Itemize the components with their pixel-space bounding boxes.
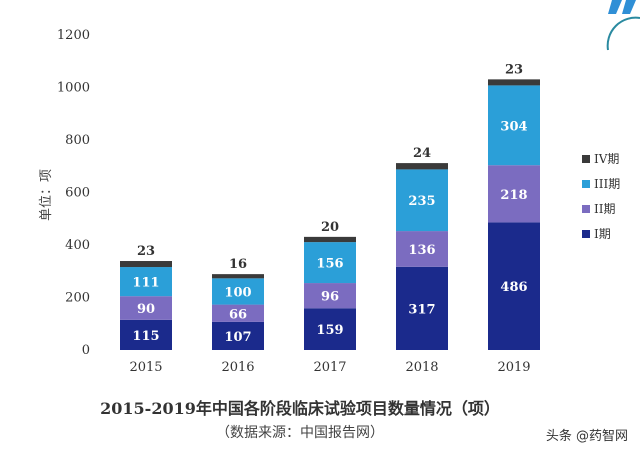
- bar-segment: [396, 231, 448, 267]
- watermark: 头条 @药智网: [546, 428, 628, 444]
- bar-segment: [488, 85, 540, 166]
- data-label: 16: [229, 257, 247, 272]
- data-label: 23: [505, 62, 523, 77]
- bar-segment: [304, 242, 356, 284]
- legend-swatch: [582, 155, 590, 163]
- legend-label: III期: [594, 177, 620, 191]
- bar-segment: [396, 169, 448, 232]
- x-axis: 2015 2016 2017 2018 2019: [129, 360, 530, 375]
- data-label: 136: [408, 243, 435, 258]
- x-tick-label: 2017: [313, 360, 346, 375]
- y-tick-label: 400: [65, 238, 90, 253]
- y-tick-label: 1200: [57, 28, 90, 43]
- y-tick-label: 600: [65, 186, 90, 201]
- corner-arc-icon: [606, 16, 640, 51]
- legend-swatch: [582, 205, 590, 213]
- bar-segment: [212, 274, 264, 279]
- x-tick-label: 2019: [497, 360, 530, 375]
- bar-segment: [488, 222, 540, 350]
- bar-segment: [212, 278, 264, 305]
- x-tick-label: 2016: [221, 360, 254, 375]
- bar-segment: [396, 266, 448, 350]
- y-tick-label: 800: [65, 133, 90, 148]
- chart-title: 2015-2019年中国各阶段临床试验项目数量情况（项）: [100, 399, 500, 418]
- y-tick-label: 1000: [57, 81, 90, 96]
- legend-label: I期: [594, 227, 611, 241]
- data-label: 66: [229, 307, 247, 322]
- data-label: 115: [132, 329, 159, 344]
- bars-group: 115 90 111 23 107 66 100 16 159 96 156 20 317 136 235 2…: [120, 62, 540, 350]
- bar-segment: [120, 261, 172, 268]
- y-axis: 0 200 400 600 800 1000 1200: [57, 28, 90, 358]
- legend-swatch: [582, 180, 590, 188]
- data-label: 23: [137, 244, 155, 259]
- data-label: 218: [500, 188, 527, 203]
- bar-segment: [120, 319, 172, 350]
- bar-segment: [212, 321, 264, 350]
- bar-segment: [304, 236, 356, 243]
- data-label: 90: [137, 302, 155, 317]
- legend-swatch: [582, 230, 590, 238]
- data-label: 107: [224, 330, 251, 345]
- x-tick-label: 2018: [405, 360, 438, 375]
- data-label: 159: [316, 323, 343, 338]
- data-label: 96: [321, 290, 339, 305]
- corner-decoration-icon: [608, 0, 636, 14]
- bar-segment: [396, 163, 448, 170]
- bar-segment: [120, 296, 172, 320]
- bar-segment: [120, 267, 172, 297]
- y-tick-label: 200: [65, 291, 90, 306]
- bar-segment: [488, 79, 540, 86]
- data-label: 304: [500, 119, 527, 134]
- data-label: 235: [408, 194, 435, 209]
- data-label: 100: [224, 285, 251, 300]
- data-label: 156: [316, 257, 343, 272]
- chart-subtitle: （数据来源：中国报告网）: [216, 425, 384, 441]
- y-tick-label: 0: [82, 343, 90, 358]
- x-tick-label: 2015: [129, 360, 162, 375]
- data-label: 317: [408, 302, 435, 317]
- bar-segment: [212, 304, 264, 322]
- data-label: 20: [321, 220, 339, 235]
- legend-label: IV期: [594, 152, 619, 166]
- data-label: 24: [413, 146, 431, 161]
- bar-segment: [488, 165, 540, 223]
- bar-segment: [304, 308, 356, 350]
- legend: IV期 III期 II期 I期: [582, 152, 620, 241]
- y-axis-label: 单位：项: [39, 169, 54, 221]
- legend-label: II期: [594, 202, 615, 216]
- data-label: 486: [500, 280, 527, 295]
- data-label: 111: [132, 276, 159, 291]
- bar-segment: [304, 283, 356, 309]
